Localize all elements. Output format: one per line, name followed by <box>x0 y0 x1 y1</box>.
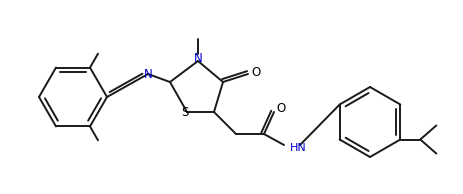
Text: S: S <box>181 107 189 120</box>
Text: O: O <box>276 101 286 114</box>
Text: N: N <box>194 53 202 66</box>
Text: N: N <box>144 68 152 81</box>
Text: O: O <box>251 66 261 79</box>
Text: HN: HN <box>290 143 307 153</box>
